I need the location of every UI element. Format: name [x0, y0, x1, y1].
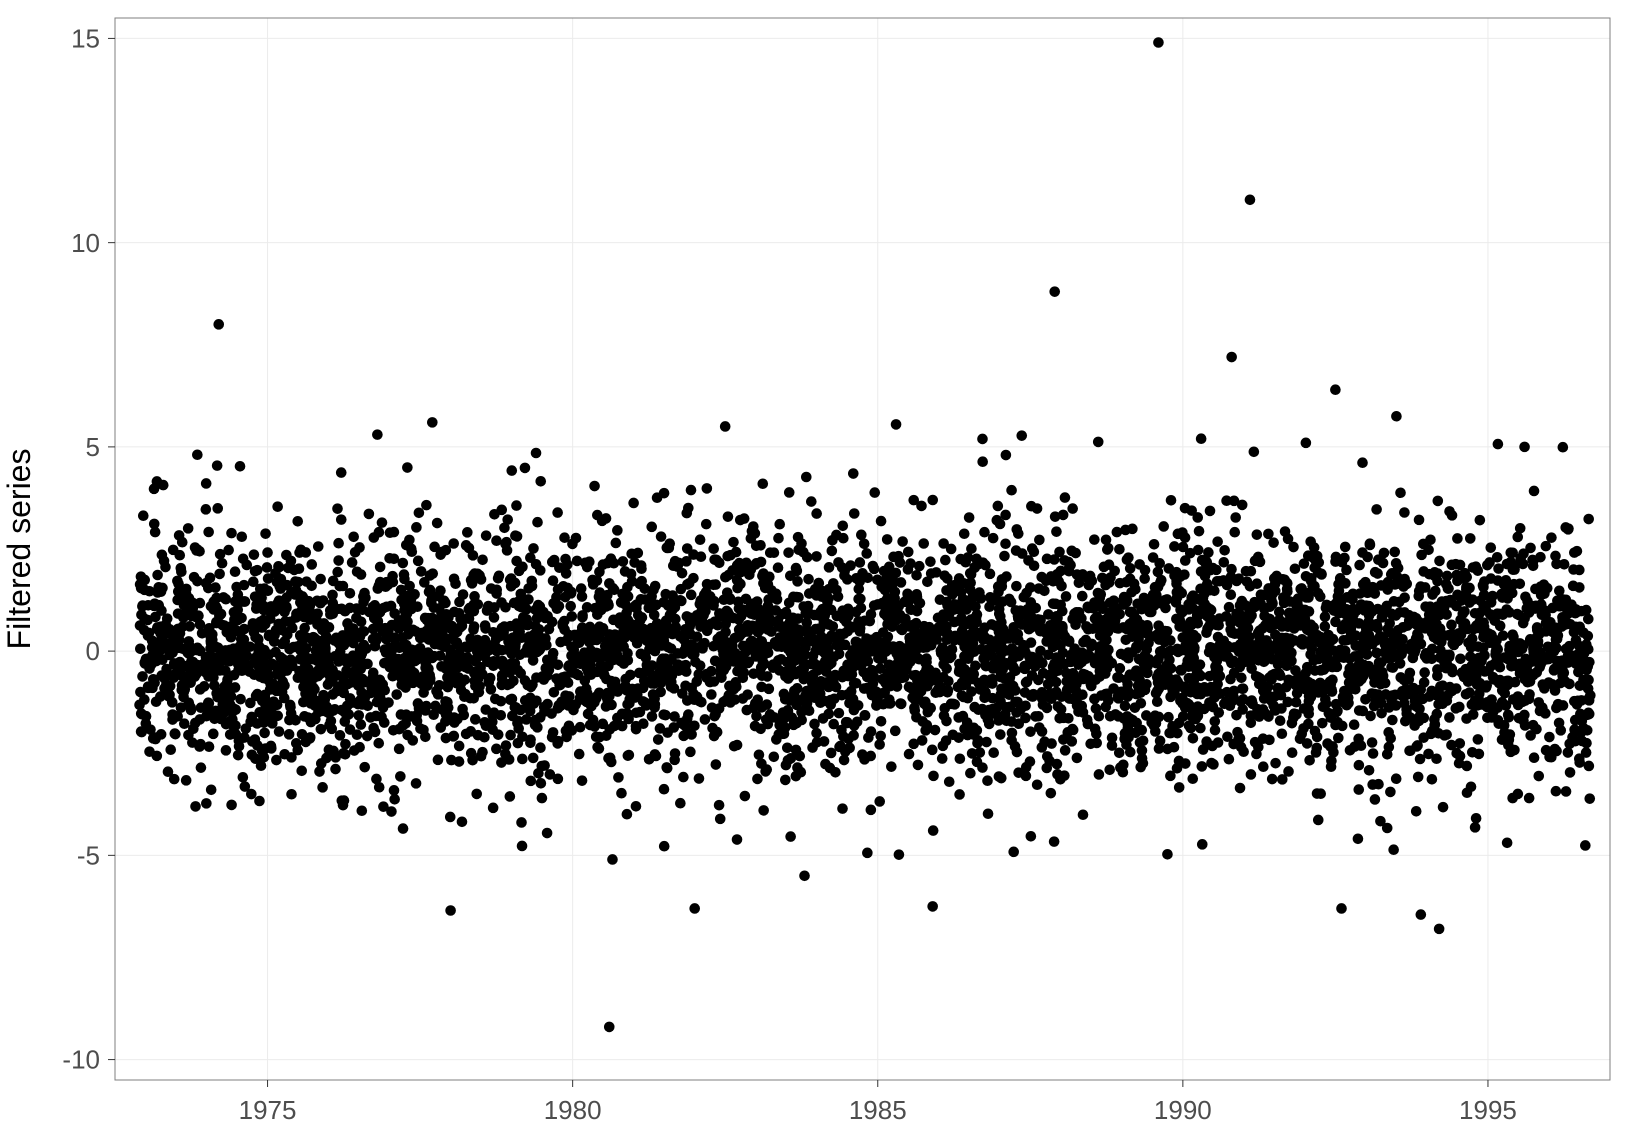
- y-tick-label: 0: [86, 636, 100, 666]
- y-axis-title: Filtered series: [1, 449, 37, 650]
- x-tick-label: 1990: [1154, 1095, 1212, 1125]
- y-tick-label: 5: [86, 432, 100, 462]
- y-tick-label: 10: [71, 228, 100, 258]
- x-tick-label: 1975: [239, 1095, 297, 1125]
- y-tick-label: -10: [62, 1045, 100, 1075]
- x-tick-label: 1985: [849, 1095, 907, 1125]
- y-tick-label: -5: [77, 840, 100, 870]
- x-tick-label: 1995: [1459, 1095, 1517, 1125]
- scatter-chart: 1975 1980 1985 1990 1995 -10 -5 0 5 10 15 Filtered …: [0, 0, 1632, 1142]
- x-tick-label: 1980: [544, 1095, 602, 1125]
- chart-svg: 1975 1980 1985 1990 1995 -10 -5 0 5 10 15 Filtered …: [0, 0, 1632, 1142]
- y-tick-label: 15: [71, 24, 100, 54]
